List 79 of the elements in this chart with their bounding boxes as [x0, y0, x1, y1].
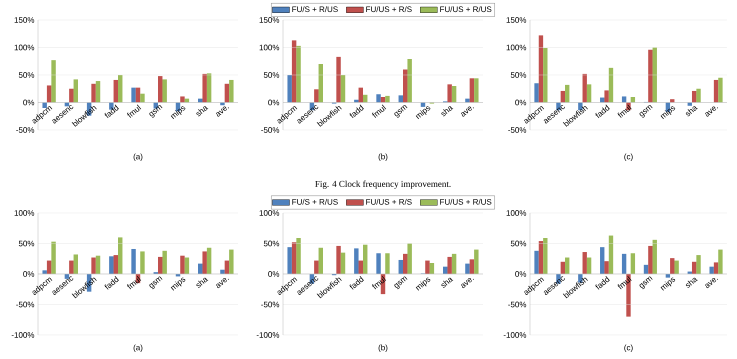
y-tick-label: 100% — [14, 44, 34, 50]
x-axis-title: (c) — [624, 154, 633, 161]
y-tick-label: -100% — [256, 332, 280, 338]
x-tick-label: mips — [660, 106, 676, 120]
x-axis-title: (a) — [134, 344, 142, 352]
y-tick-label: 50% — [510, 240, 526, 246]
y-tick-label: 50% — [18, 240, 34, 246]
legend-label: FU/US + R/US — [440, 6, 492, 12]
legend-label: FU/US + R/S — [366, 198, 412, 205]
legend-label: FU/S + R/US — [292, 6, 338, 12]
y-tick-label: 50% — [18, 72, 34, 78]
x-tick-label: mips — [170, 278, 186, 291]
y-tick-label: 0% — [268, 100, 280, 106]
x-tick-label: ave. — [705, 278, 718, 288]
legend-label: FU/US + R/S — [366, 6, 412, 12]
x-axis-title: (b) — [378, 344, 388, 352]
y-tick-label: 150% — [260, 17, 280, 23]
x-tick-label: fmul — [618, 276, 632, 290]
y-tick-label: -50% — [508, 302, 526, 308]
y-tick-label: 0% — [515, 100, 526, 106]
y-tick-label: 100% — [14, 210, 34, 216]
x-tick-label: fadd — [595, 276, 610, 290]
x-tick-label: sha — [441, 278, 454, 288]
x-tick-label: gsm — [149, 276, 162, 290]
x-tick-label: gsm — [640, 276, 653, 290]
x-tick-label: fadd — [595, 104, 610, 118]
x-tick-label: mips — [170, 106, 186, 120]
y-tick-label: 150% — [14, 17, 34, 23]
x-tick-label: sha — [441, 106, 454, 116]
y-tick-label: 100% — [260, 44, 280, 50]
x-axis-title: (b) — [378, 154, 388, 161]
y-tick-label: -100% — [12, 332, 34, 338]
y-tick-label: 50% — [264, 72, 280, 78]
legend-label: FU/S + R/US — [292, 198, 338, 205]
x-tick-label: sha — [196, 106, 208, 116]
x-tick-label: ave. — [705, 106, 718, 117]
x-tick-label: fmul — [372, 276, 386, 290]
x-tick-label: gsm — [394, 104, 408, 118]
y-tick-label: 100% — [506, 44, 526, 50]
x-axis-title: (c) — [624, 344, 633, 352]
x-tick-label: gsm — [640, 104, 653, 118]
y-tick-label: -100% — [504, 332, 526, 338]
x-tick-label: ave. — [216, 278, 229, 288]
y-tick-label: 50% — [264, 240, 280, 246]
x-tick-label: fadd — [350, 276, 364, 290]
y-tick-label: -50% — [16, 127, 34, 133]
y-tick-label: -50% — [261, 302, 280, 308]
y-tick-label: 0% — [23, 100, 34, 106]
x-tick-label: mips — [416, 278, 430, 291]
x-tick-label: ave. — [461, 106, 474, 117]
caption: Fig. 4 Clock frequency improvement. — [315, 180, 451, 189]
y-tick-label: 150% — [506, 17, 526, 23]
x-tick-label: sha — [686, 278, 698, 288]
x-tick-label: mips — [416, 106, 430, 120]
x-tick-label: fadd — [104, 104, 119, 118]
y-tick-label: -50% — [261, 127, 280, 133]
y-tick-label: -50% — [16, 302, 34, 308]
x-tick-label: fmul — [372, 104, 386, 118]
legend-label: FU/US + R/US — [440, 198, 492, 205]
x-tick-label: sha — [196, 278, 208, 288]
x-tick-label: fmul — [127, 104, 142, 118]
y-tick-label: 0% — [268, 271, 280, 277]
y-tick-label: 0% — [23, 271, 34, 277]
y-tick-label: -50% — [508, 127, 526, 133]
x-tick-label: mips — [660, 278, 676, 291]
x-tick-label: gsm — [149, 104, 162, 118]
x-axis-title: (a) — [134, 154, 142, 161]
y-tick-label: 0% — [515, 271, 526, 277]
x-tick-label: gsm — [394, 276, 408, 290]
y-tick-label: 50% — [510, 72, 526, 78]
x-tick-label: fadd — [350, 104, 364, 118]
x-tick-label: ave. — [216, 106, 229, 117]
x-tick-label: fadd — [104, 276, 119, 290]
x-tick-label: fmul — [127, 276, 142, 290]
x-tick-label: sha — [686, 106, 698, 116]
y-tick-label: 100% — [506, 210, 526, 216]
x-tick-label: ave. — [461, 278, 474, 288]
x-tick-label: fmul — [618, 104, 632, 118]
y-tick-label: 100% — [260, 210, 280, 216]
